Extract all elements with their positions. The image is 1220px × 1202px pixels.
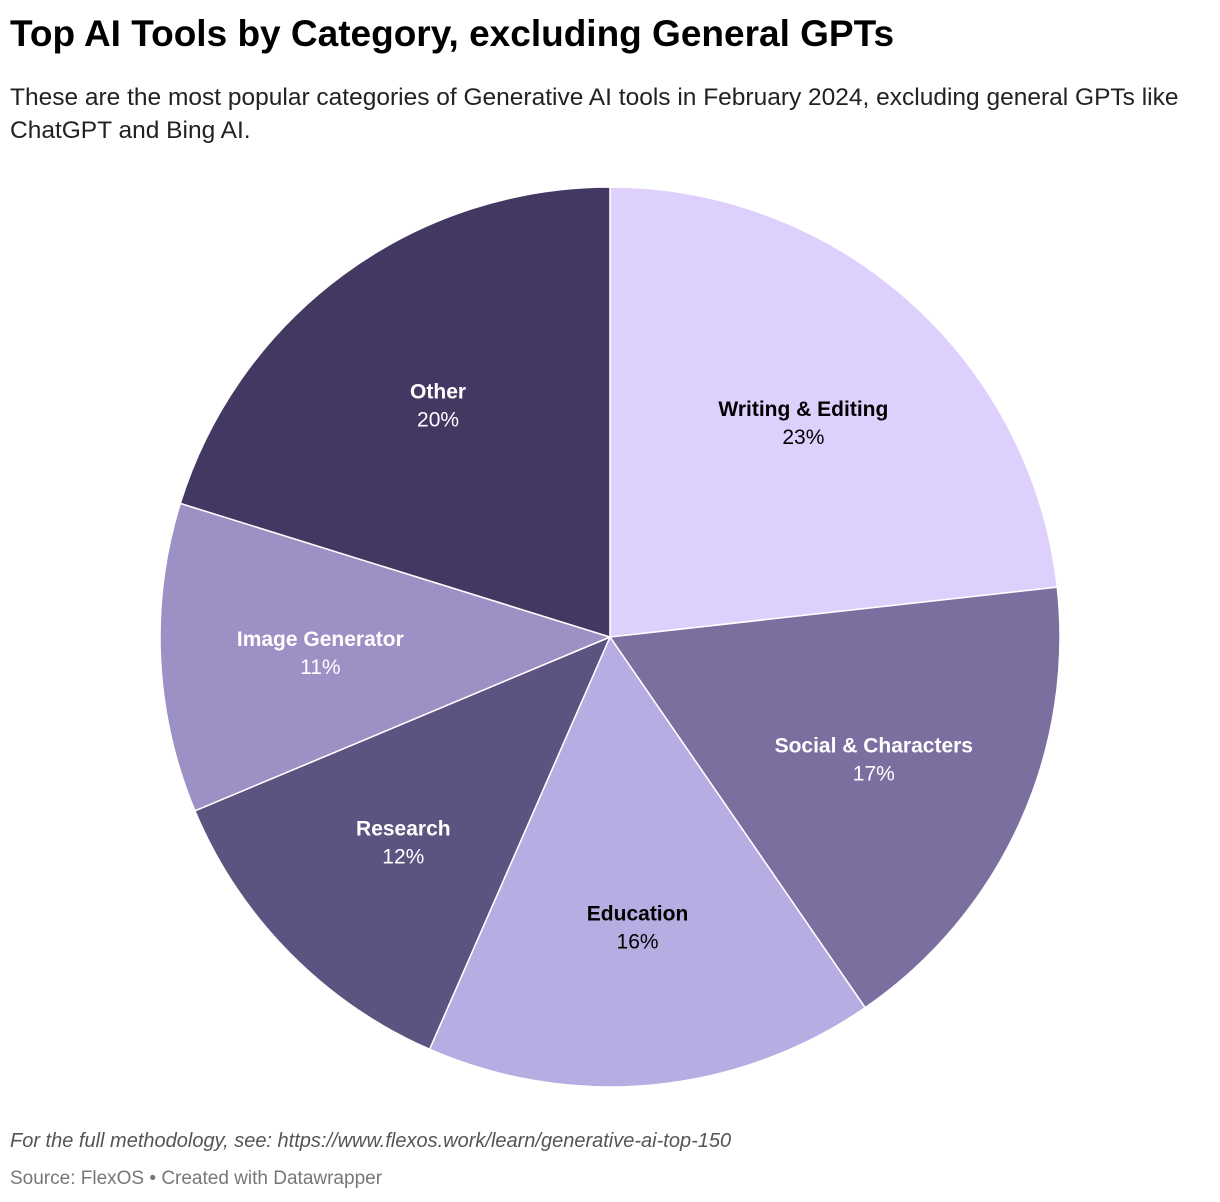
slice-value-other: 20% <box>417 408 459 431</box>
pie-labels: Writing & Editing 23% Social & Characters 1… <box>237 380 973 953</box>
slice-value-education: 16% <box>617 931 659 954</box>
pie-slice-education <box>428 636 866 1088</box>
pie-slice-other <box>179 186 611 638</box>
slice-label-education: Education <box>587 903 689 926</box>
pie-slice-image-generator <box>159 502 611 812</box>
methodology-note: For the full methodology, see: https://w… <box>10 1130 732 1152</box>
chart-subtitle: These are the most popular categories of… <box>10 84 1179 144</box>
slice-label-research: Research <box>356 817 451 840</box>
pie-slice-writing-and-editing <box>609 186 1058 638</box>
slice-value-writing-and-editing: 23% <box>782 426 824 449</box>
slice-label-writing-and-editing: Writing & Editing <box>718 398 888 421</box>
source-credit: Source: FlexOS • Created with Datawrappe… <box>10 1168 383 1189</box>
pie-slice-research <box>194 636 611 1050</box>
slice-label-image-generator: Image Generator <box>237 628 404 651</box>
slice-label-other: Other <box>410 380 466 403</box>
slice-value-image-generator: 11% <box>300 656 340 679</box>
pie-slices <box>159 186 1061 1088</box>
chart-title: Top AI Tools by Category, excluding Gene… <box>10 13 895 54</box>
slice-value-social-and-characters: 17% <box>853 762 895 785</box>
slice-label-social-and-characters: Social & Characters <box>775 734 973 757</box>
slice-value-research: 12% <box>382 845 424 868</box>
pie-slice-social-and-characters <box>609 586 1061 1009</box>
